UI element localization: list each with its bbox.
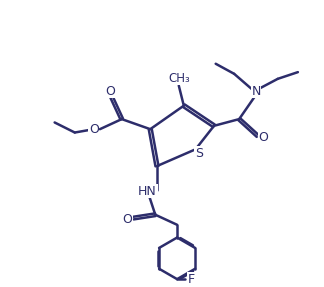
- Text: CH₃: CH₃: [168, 72, 190, 85]
- Text: N: N: [251, 85, 260, 98]
- Text: O: O: [105, 85, 115, 98]
- Text: HN: HN: [138, 185, 157, 198]
- Text: O: O: [89, 123, 99, 136]
- Text: S: S: [195, 147, 203, 160]
- Text: O: O: [122, 213, 133, 226]
- Text: O: O: [259, 131, 269, 144]
- Text: F: F: [188, 273, 195, 286]
